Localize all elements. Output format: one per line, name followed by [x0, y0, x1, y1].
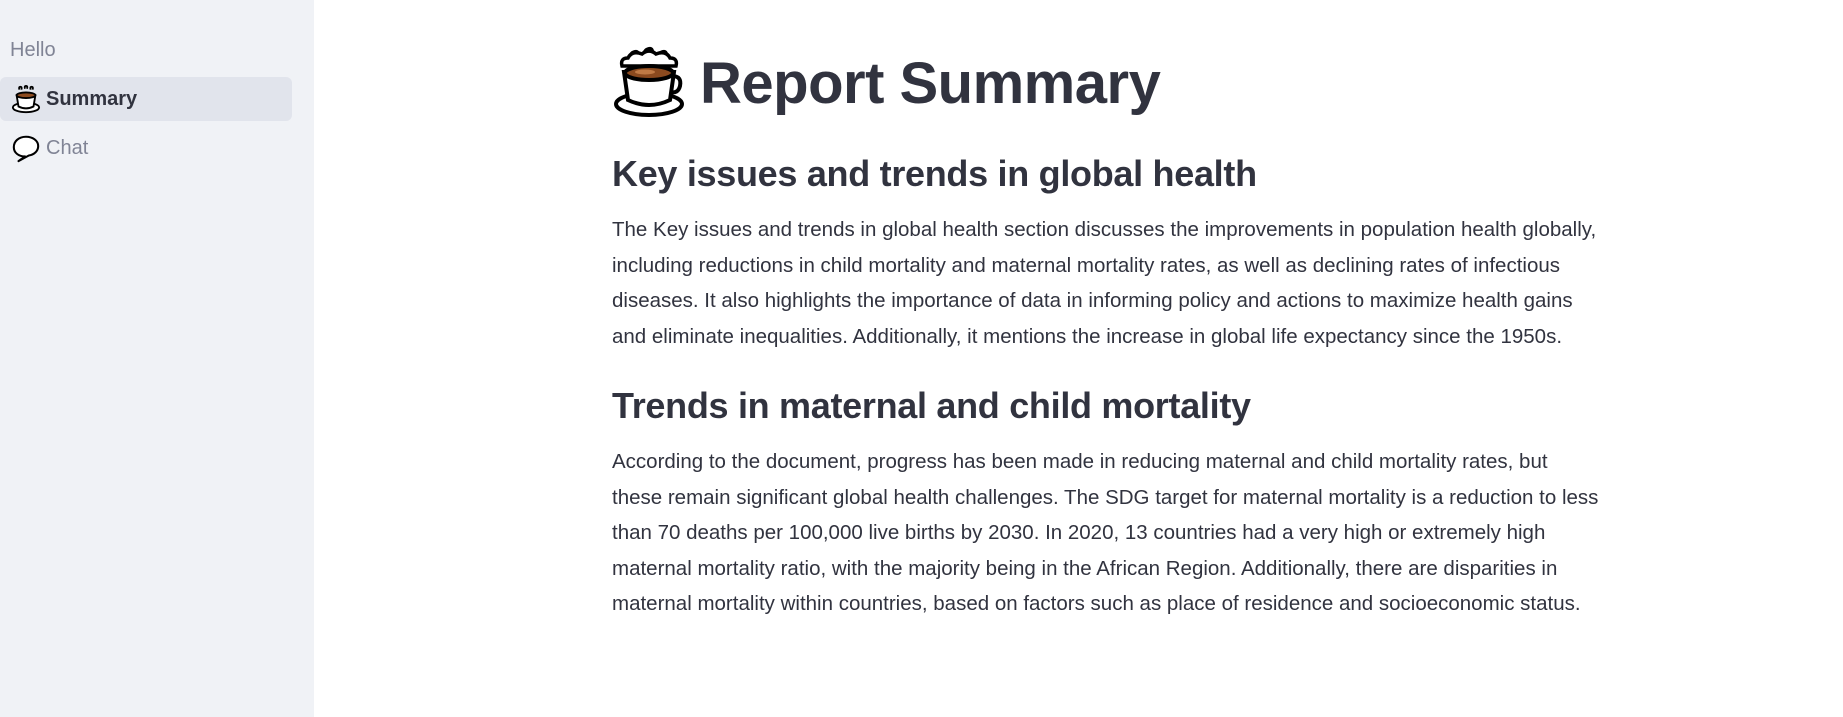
page-title: Report Summary: [700, 50, 1161, 116]
main-content: Report Summary Key issues and trends in …: [314, 0, 1843, 717]
coffee-cup-icon: [10, 83, 42, 115]
sidebar-item-summary[interactable]: Summary: [0, 77, 292, 121]
sidebar-item-label: Chat: [46, 136, 89, 159]
section-maternal-child: Trends in maternal and child mortality A…: [612, 384, 1598, 622]
speech-bubble-icon: [10, 132, 42, 164]
section-paragraph: The Key issues and trends in global heal…: [612, 218, 1597, 348]
coffee-cup-icon: [612, 46, 686, 120]
sidebar-item-label: Hello: [10, 38, 56, 61]
sidebar: Hello Summary: [0, 0, 314, 717]
content-column: Report Summary Key issues and trends in …: [612, 44, 1598, 622]
section-heading: Key issues and trends in global health: [612, 153, 1257, 194]
title-row: Report Summary: [612, 44, 1592, 122]
sidebar-nav: Hello Summary: [0, 28, 314, 175]
section-key-issues: Key issues and trends in global health T…: [612, 152, 1596, 354]
section-heading: Trends in maternal and child mortality: [612, 385, 1251, 426]
sidebar-item-hello[interactable]: Hello: [0, 28, 292, 72]
sidebar-item-chat[interactable]: Chat: [0, 126, 292, 170]
section-paragraph: According to the document, progress has …: [612, 450, 1599, 615]
sidebar-item-label: Summary: [46, 87, 138, 110]
